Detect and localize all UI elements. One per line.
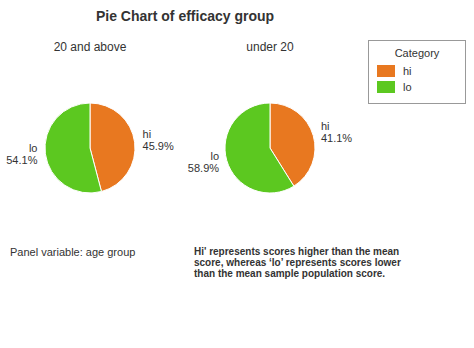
html-text:Category: Category: [394, 47, 440, 59]
svg-text:lo54.1%: lo54.1%: [8, 142, 38, 166]
svg-text:hi45.9%: hi45.9%: [143, 128, 174, 152]
html-text:score, whereas ‘lo’ represents: score, whereas ‘lo’ represents scores lo…: [194, 257, 401, 268]
svg-text:lo58.9%: lo58.9%: [188, 150, 219, 174]
html-text:20 and above: 20 and above: [53, 40, 127, 54]
html-text:Hi' represents scores higher t: Hi' represents scores higher than the me…: [194, 246, 400, 257]
html-text:hi: hi: [403, 65, 412, 77]
html-text:Panel variable: age group: Panel variable: age group: [10, 246, 136, 258]
html-text:Pie Chart of efficacy group: Pie Chart of efficacy group: [95, 8, 275, 24]
html-text:lo: lo: [403, 81, 412, 93]
html-text:than the mean sample populatio: than the mean sample population score.: [194, 268, 386, 279]
svg-text:hi41.1%: hi41.1%: [321, 120, 352, 144]
html-text:under 20: under 20: [246, 40, 294, 54]
